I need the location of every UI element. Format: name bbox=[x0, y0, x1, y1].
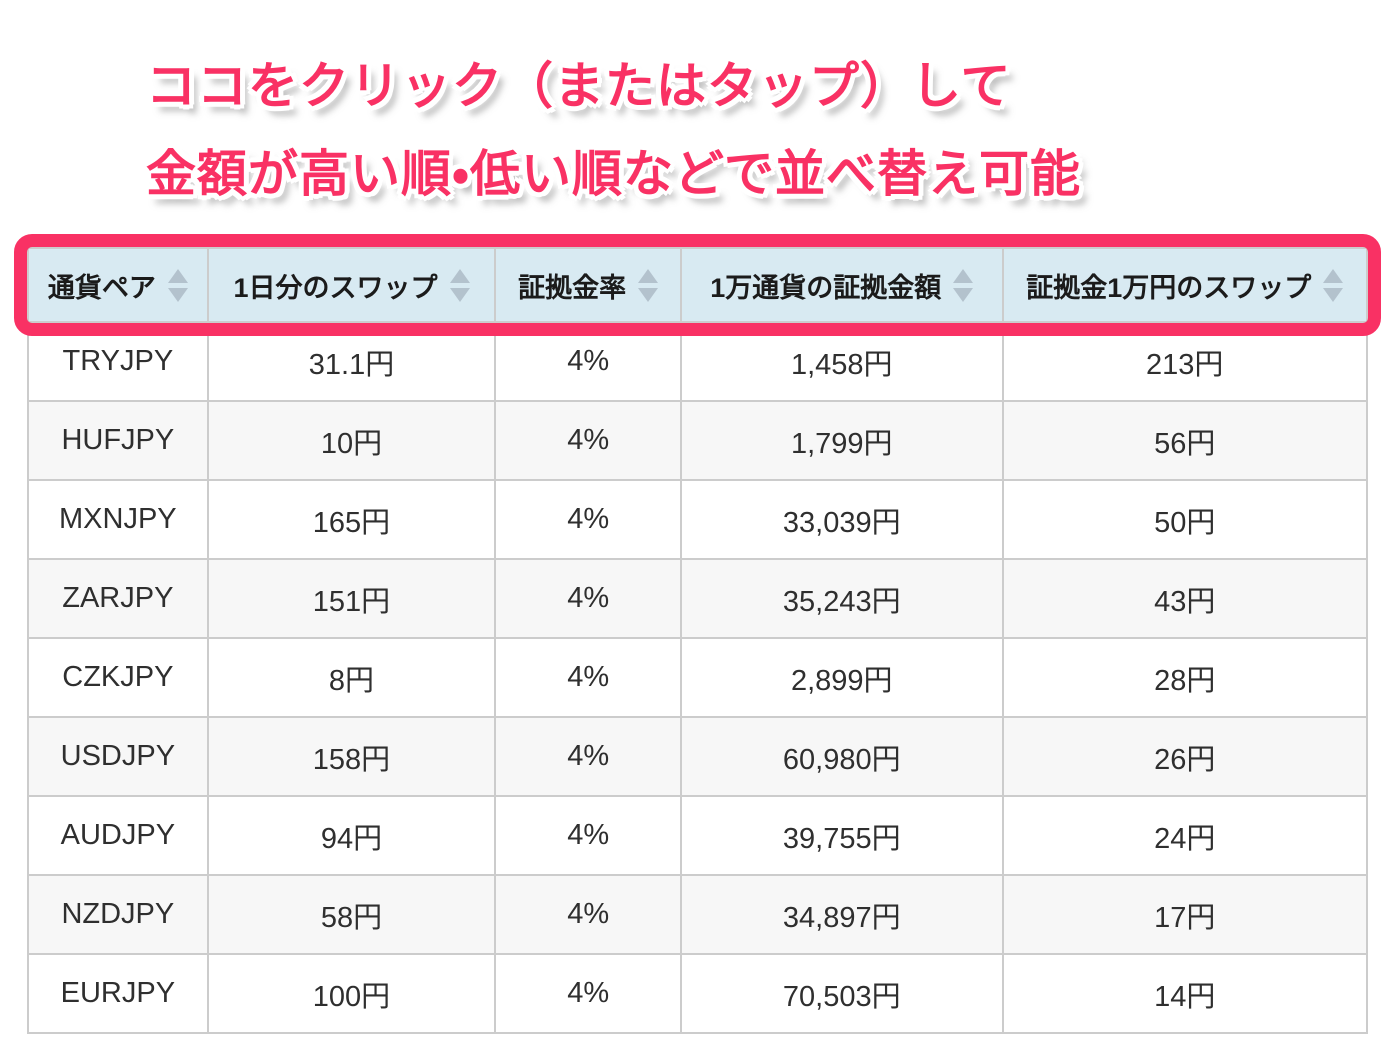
value-cell: 213円 bbox=[1001, 321, 1368, 402]
sort-arrows-icon bbox=[953, 268, 974, 302]
value-cell: 151円 bbox=[206, 558, 497, 639]
column-header-5[interactable]: 証拠金1万円のスワップ bbox=[1001, 247, 1368, 323]
table-row: EURJPY 100円 4% 70,503円 14円 bbox=[27, 953, 1368, 1034]
value-cell: 4% bbox=[494, 637, 683, 718]
value-cell: 28円 bbox=[1001, 637, 1368, 718]
value-cell: 17円 bbox=[1001, 874, 1368, 955]
value-cell: 35,243円 bbox=[680, 558, 1004, 639]
value-cell: 4% bbox=[494, 479, 683, 560]
column-header-inner: 証拠金1万円のスワップ bbox=[1026, 266, 1344, 305]
value-cell: 1,799円 bbox=[680, 400, 1004, 481]
value-cell: 10円 bbox=[206, 400, 497, 481]
column-header-inner: 証拠金率 bbox=[518, 266, 659, 305]
column-header-1[interactable]: 通貨ペア bbox=[27, 247, 209, 323]
currency-pair-cell: CZKJPY bbox=[27, 637, 209, 718]
currency-pair-cell: USDJPY bbox=[27, 716, 209, 797]
swap-table: 通貨ペア 1日分のスワップ 証拠金率 1万通貨の証拠金額 証拠金1万円のスワップ TRY… bbox=[27, 247, 1368, 1034]
value-cell: 34,897円 bbox=[680, 874, 1004, 955]
column-header-label: 1万通貨の証拠金額 bbox=[710, 272, 942, 303]
sort-arrows-icon bbox=[167, 268, 188, 302]
value-cell: 24円 bbox=[1001, 795, 1368, 876]
value-cell: 2,899円 bbox=[680, 637, 1004, 718]
currency-pair-cell: ZARJPY bbox=[27, 558, 209, 639]
value-cell: 4% bbox=[494, 953, 683, 1034]
currency-pair-cell: HUFJPY bbox=[27, 400, 209, 481]
column-header-label: 通貨ペア bbox=[47, 272, 156, 303]
column-header-inner: 1日分のスワップ bbox=[233, 266, 470, 305]
sort-arrows-icon bbox=[1323, 268, 1344, 302]
column-header-3[interactable]: 証拠金率 bbox=[494, 247, 683, 323]
value-cell: 60,980円 bbox=[680, 716, 1004, 797]
column-header-label: 1日分のスワップ bbox=[233, 272, 438, 303]
annotation-line-2: 金額が高い順・低い順などで並べ替え可能 bbox=[146, 146, 1081, 202]
table-row: NZDJPY 58円 4% 34,897円 17円 bbox=[27, 874, 1368, 955]
value-cell: 4% bbox=[494, 874, 683, 955]
sort-arrows-icon bbox=[449, 268, 470, 302]
value-cell: 70,503円 bbox=[680, 953, 1004, 1034]
value-cell: 33,039円 bbox=[680, 479, 1004, 560]
value-cell: 4% bbox=[494, 716, 683, 797]
annotation-line-1: ココをクリック（またはタップ）して bbox=[146, 58, 1012, 114]
value-cell: 158円 bbox=[206, 716, 497, 797]
currency-pair-cell: NZDJPY bbox=[27, 874, 209, 955]
value-cell: 58円 bbox=[206, 874, 497, 955]
table-row: USDJPY 158円 4% 60,980円 26円 bbox=[27, 716, 1368, 797]
value-cell: 4% bbox=[494, 795, 683, 876]
value-cell: 4% bbox=[494, 558, 683, 639]
column-header-2[interactable]: 1日分のスワップ bbox=[206, 247, 497, 323]
value-cell: 8円 bbox=[206, 637, 497, 718]
value-cell: 1,458円 bbox=[680, 321, 1004, 402]
sort-hint-annotation: ココをクリック（またはタップ）して 金額が高い順・低い順などで並べ替え可能 bbox=[146, 42, 1378, 218]
table-row: TRYJPY 31.1円 4% 1,458円 213円 bbox=[27, 321, 1368, 402]
value-cell: 14円 bbox=[1001, 953, 1368, 1034]
table-header-row: 通貨ペア 1日分のスワップ 証拠金率 1万通貨の証拠金額 証拠金1万円のスワップ bbox=[27, 247, 1368, 323]
value-cell: 165円 bbox=[206, 479, 497, 560]
value-cell: 100円 bbox=[206, 953, 497, 1034]
column-header-4[interactable]: 1万通貨の証拠金額 bbox=[680, 247, 1004, 323]
value-cell: 43円 bbox=[1001, 558, 1368, 639]
currency-pair-cell: AUDJPY bbox=[27, 795, 209, 876]
value-cell: 31.1円 bbox=[206, 321, 497, 402]
value-cell: 4% bbox=[494, 400, 683, 481]
currency-pair-cell: EURJPY bbox=[27, 953, 209, 1034]
column-header-inner: 1万通貨の証拠金額 bbox=[710, 266, 974, 305]
sort-arrows-icon bbox=[638, 268, 659, 302]
table-row: MXNJPY 165円 4% 33,039円 50円 bbox=[27, 479, 1368, 560]
value-cell: 94円 bbox=[206, 795, 497, 876]
value-cell: 50円 bbox=[1001, 479, 1368, 560]
value-cell: 26円 bbox=[1001, 716, 1368, 797]
swap-table-container: 通貨ペア 1日分のスワップ 証拠金率 1万通貨の証拠金額 証拠金1万円のスワップ TRY… bbox=[14, 234, 1381, 1034]
table-body: TRYJPY 31.1円 4% 1,458円 213円 HUFJPY 10円 4% 1,799円… bbox=[27, 321, 1368, 1034]
table-row: ZARJPY 151円 4% 35,243円 43円 bbox=[27, 558, 1368, 639]
currency-pair-cell: TRYJPY bbox=[27, 321, 209, 402]
value-cell: 56円 bbox=[1001, 400, 1368, 481]
table-row: CZKJPY 8円 4% 2,899円 28円 bbox=[27, 637, 1368, 718]
column-header-label: 証拠金率 bbox=[518, 272, 627, 303]
currency-pair-cell: MXNJPY bbox=[27, 479, 209, 560]
table-row: HUFJPY 10円 4% 1,799円 56円 bbox=[27, 400, 1368, 481]
column-header-label: 証拠金1万円のスワップ bbox=[1026, 272, 1312, 303]
column-header-inner: 通貨ペア bbox=[48, 266, 188, 305]
table-row: AUDJPY 94円 4% 39,755円 24円 bbox=[27, 795, 1368, 876]
value-cell: 4% bbox=[494, 321, 683, 402]
value-cell: 39,755円 bbox=[680, 795, 1004, 876]
